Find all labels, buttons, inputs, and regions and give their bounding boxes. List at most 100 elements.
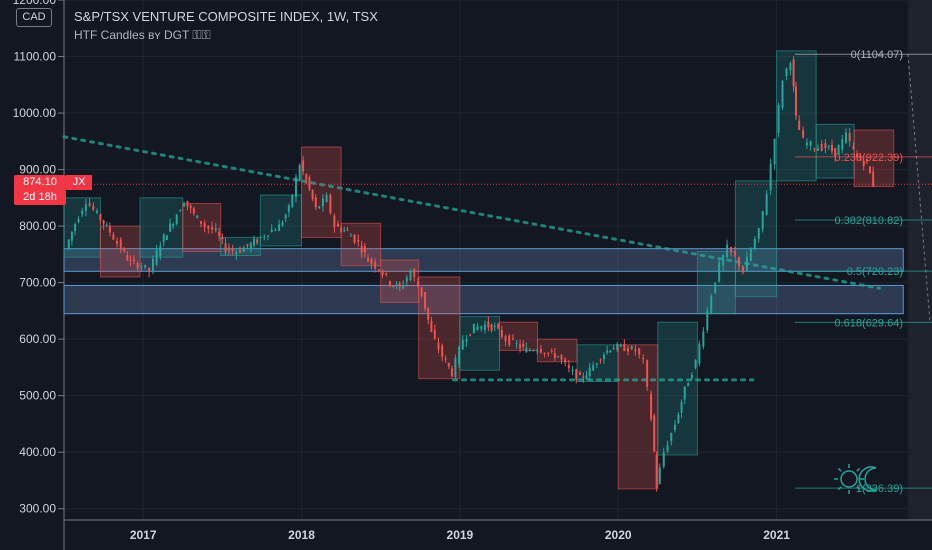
candle-body [690, 374, 693, 379]
candle-body [461, 339, 464, 350]
sr-zone [63, 284, 904, 315]
candle-body [606, 350, 609, 353]
candle-body [263, 236, 266, 238]
last-price-marker: JX [66, 175, 92, 190]
candle-body [837, 144, 840, 155]
candle-body [773, 139, 776, 165]
candle-body [318, 206, 321, 209]
candle-body [670, 433, 673, 442]
candle-body [333, 215, 336, 228]
candle-body [388, 281, 391, 286]
candle-body [84, 204, 87, 211]
candle-body [550, 350, 553, 352]
candle-body [673, 424, 676, 430]
y-tick-label: 1000.00 [13, 106, 57, 120]
candle-body [761, 211, 764, 230]
candle-body [511, 338, 514, 340]
candle-body [278, 224, 281, 231]
candle-body [553, 353, 556, 358]
candle-body [311, 189, 314, 200]
bar-countdown: 2d 18h [23, 191, 57, 203]
candle-body [592, 365, 595, 371]
candle-body [370, 258, 373, 264]
candle-body [856, 153, 859, 158]
candle-body [634, 349, 637, 352]
candle-body [865, 158, 868, 162]
candle-body [162, 234, 165, 242]
candle-body [718, 262, 721, 282]
candle-body [609, 350, 612, 353]
candle-body [218, 231, 221, 236]
candle-body [151, 258, 154, 272]
y-tick-label: 600.00 [19, 332, 56, 346]
candle-body [623, 343, 626, 351]
htf-candle-box [139, 197, 184, 258]
candle-body [753, 238, 756, 249]
candle-body [508, 335, 511, 345]
candle-body [189, 205, 192, 209]
candle-body [302, 160, 305, 172]
candle-body [602, 354, 605, 360]
candle-body [852, 146, 855, 149]
candle-body [132, 259, 135, 261]
candle-body [77, 219, 80, 223]
currency-label[interactable]: CAD [16, 8, 52, 27]
candle-body [353, 234, 356, 243]
candle-body [680, 402, 683, 413]
candle-body [360, 245, 363, 253]
candle-body [612, 348, 615, 350]
candle-body [108, 226, 111, 233]
candle-body [480, 326, 483, 329]
candle-body [321, 198, 324, 207]
candle-body [291, 194, 294, 207]
candle-body [792, 59, 795, 87]
candle-body [626, 348, 629, 352]
sun-moon-icon [834, 464, 877, 494]
candle-body [560, 355, 563, 360]
htf-candle-box [536, 338, 578, 363]
candle-body [329, 194, 332, 214]
candle-body [794, 86, 797, 116]
candle-body [136, 263, 139, 269]
candle-body [116, 240, 119, 244]
htf-candle-box [576, 344, 619, 383]
candle-body [395, 283, 398, 286]
candle-body [809, 141, 812, 146]
symbol-title[interactable]: S&P/TSX VENTURE COMPOSITE INDEX, 1W, TSX [74, 9, 378, 24]
candle-body [817, 148, 820, 151]
candle-body [722, 255, 725, 266]
candle-body [714, 282, 717, 293]
candle-body [493, 325, 496, 327]
fib-level-label: 0.382(810.82) [835, 215, 904, 227]
candle-body [409, 271, 412, 281]
candle-body [706, 310, 709, 330]
candle-body [239, 250, 242, 253]
x-tick-label: 2021 [763, 528, 790, 542]
candle-body [868, 166, 871, 174]
candle-body [683, 386, 686, 400]
candle-body [74, 223, 77, 232]
candle-body [242, 247, 245, 253]
last-price-value: 874.10 [23, 176, 57, 188]
candle-body [519, 344, 522, 349]
candle-body [246, 244, 249, 246]
htf-candle-box [99, 225, 141, 278]
candle-body [270, 229, 273, 233]
candle-body [805, 142, 808, 146]
indicator-legend[interactable]: HTF Candles ʙʏ DGT ⚿⚿ [74, 28, 211, 42]
last-price-tag: 874.10 2d 18h [14, 175, 66, 205]
candle-body [70, 231, 73, 241]
candle-body [325, 194, 328, 202]
x-tick-label: 2017 [130, 528, 157, 542]
candle-body [203, 222, 206, 228]
candle-body [148, 267, 151, 272]
candle-body [666, 445, 669, 452]
candle-body [528, 349, 531, 351]
candle-body [595, 363, 598, 365]
candle-body [557, 356, 560, 358]
candle-body [585, 375, 588, 380]
candle-body [500, 330, 503, 337]
fib-level-label: 1(336.39) [856, 483, 903, 495]
candle-body [543, 352, 546, 355]
